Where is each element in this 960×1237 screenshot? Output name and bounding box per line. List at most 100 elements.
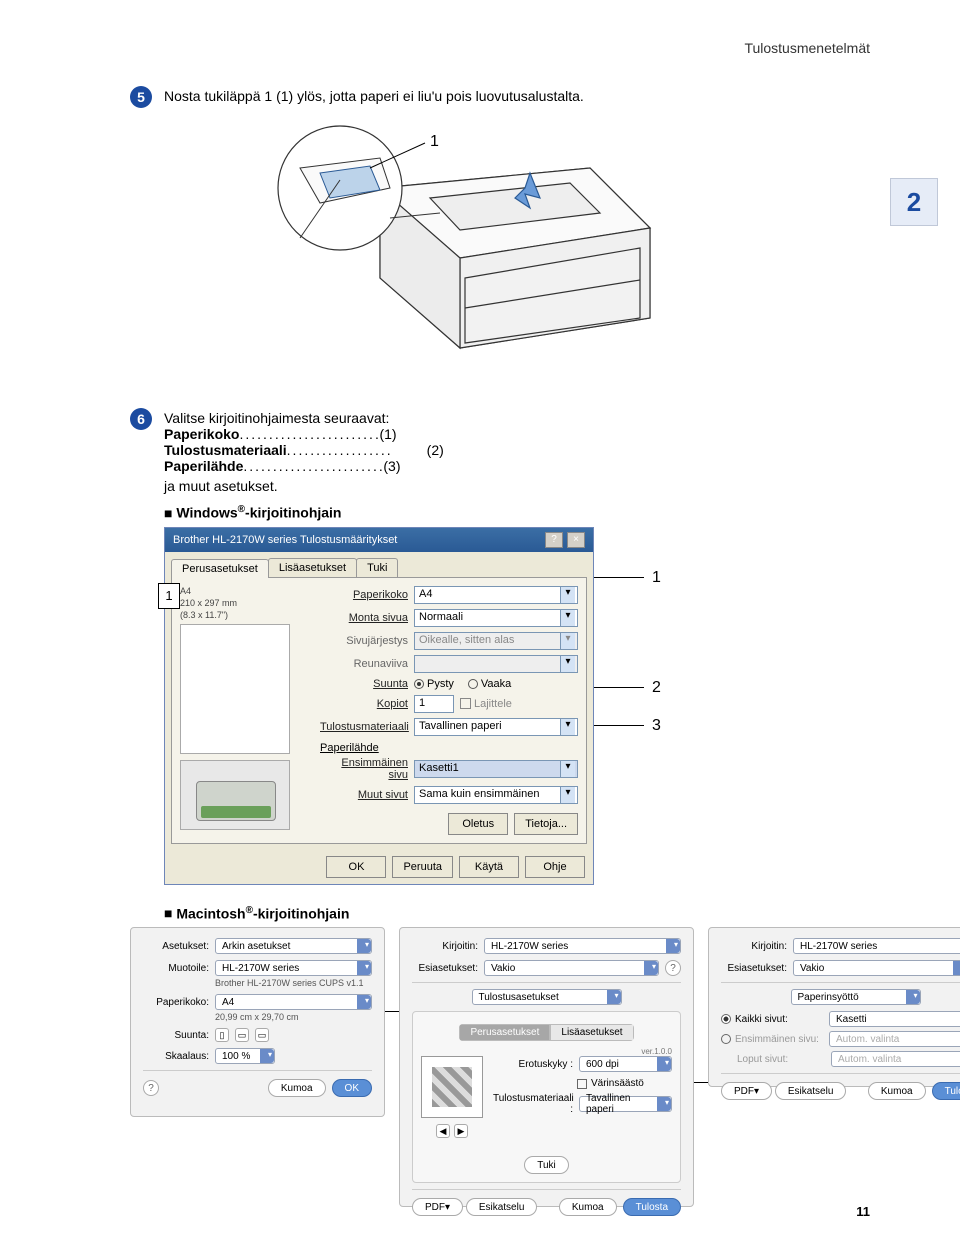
m3-combo-ens[interactable]: Autom. valinta [829,1031,960,1047]
m3-btn-pdf[interactable]: PDF [721,1082,772,1100]
m1-help-icon[interactable]: ? [143,1080,159,1096]
m1-paperdim: 20,99 cm x 29,70 cm [215,1012,372,1022]
win-tab-basic[interactable]: Perusasetukset [171,559,269,578]
combo-reuna[interactable] [414,655,578,673]
m2-btn-tuki[interactable]: Tuki [524,1156,569,1174]
step-5-text: Nosta tukiläppä 1 (1) ylös, jotta paperi… [164,86,584,104]
lbl-kopiot: Kopiot [320,698,408,710]
win-callout-box-1: 1 [158,583,180,609]
m2-chk-varin[interactable] [577,1079,587,1089]
win-tab-advanced[interactable]: Lisäasetukset [268,558,357,577]
m2-btn-tulosta[interactable]: Tulosta [623,1198,681,1216]
step-6-tail: ja muut asetukset. [164,478,444,494]
m1-combo-muotoile[interactable]: HL-2170W series [215,960,372,976]
combo-ens[interactable]: Kasetti1 [414,760,578,778]
m3-combo-loput[interactable]: Autom. valinta [831,1051,960,1067]
m2-combo-esias[interactable]: Vakio [484,960,659,976]
radio-pysty[interactable]: Pysty [414,678,454,690]
combo-muut[interactable]: Sama kuin ensimmäinen [414,786,578,804]
m2-btn-esik[interactable]: Esikatselu [466,1198,538,1216]
m3-radio-kaikki[interactable] [721,1014,731,1024]
m3-combo-esias[interactable]: Vakio [793,960,960,976]
btn-peruuta[interactable]: Peruuta [392,856,453,878]
lbl-monta: Monta sivua [320,612,408,624]
win-help-button[interactable]: ? [545,532,563,548]
m1-btn-ok[interactable]: OK [332,1079,372,1097]
m2-combo-tulmat[interactable]: Tavallinen paperi [579,1096,672,1112]
win-close-button[interactable]: × [567,532,585,548]
m3-lbl-esias: Esiasetukset: [721,963,787,974]
m3-lbl-kirjoitin: Kirjoitin: [721,941,787,952]
m2-btn-pdf[interactable]: PDF [412,1198,463,1216]
btn-ok[interactable]: OK [326,856,386,878]
m1-skaalaus[interactable]: 100 % [215,1048,275,1064]
btn-ohje[interactable]: Ohje [525,856,585,878]
m2-prev[interactable]: ◀ [436,1124,450,1138]
lbl-ens: Ensimmäinen sivu [320,757,408,781]
m3-btn-esik[interactable]: Esikatselu [775,1082,847,1100]
paper-dim1: 210 x 297 mm [180,598,310,608]
win-title-text: Brother HL-2170W series Tulostusmäärityk… [173,534,397,546]
chk-lajittele[interactable]: Lajittele [460,698,512,710]
win-tab-support[interactable]: Tuki [356,558,398,577]
m2-btn-kumoa[interactable]: Kumoa [559,1198,617,1216]
printer-svg: 1 [230,118,690,368]
m3-lbl-kaikki: Kaikki sivut: [735,1014,825,1025]
m1-lbl-suunta: Suunta: [143,1030,209,1041]
lbl-suunta: Suunta [320,678,408,690]
windows-print-dialog: Brother HL-2170W series Tulostusmäärityk… [164,527,594,885]
m2-ver: ver.1.0.0 [421,1047,672,1056]
m2-lbl-varin: Värinsäästö [591,1078,644,1089]
setting-row-2: Tulostusmateriaali .................. (2… [164,442,444,458]
m3-btn-tulosta[interactable]: Tulosta [932,1082,960,1100]
paper-dim2: (8.3 x 11.7") [180,610,310,620]
combo-monta[interactable]: Normaali [414,609,578,627]
m2-thumb [421,1056,483,1118]
lbl-reuna: Reunaviiva [320,658,408,670]
m3-radio-ens[interactable] [721,1034,731,1044]
combo-paperikoko[interactable]: A4 [414,586,578,604]
m2-tab-adv[interactable]: Lisäasetukset [550,1024,633,1041]
paper-name: A4 [180,586,310,596]
m1-combo-paperikoko[interactable]: A4 [215,994,372,1010]
page-number: 11 [856,1204,870,1219]
m1-orient-landscape[interactable]: ▭ [235,1028,249,1042]
step-6-intro: Valitse kirjoitinohjaimesta seuraavat: [164,410,444,426]
mac-print-dialog-2: Kirjoitin: HL-2170W series Esiasetukset:… [708,927,960,1087]
m2-combo-kirjoitin[interactable]: HL-2170W series [484,938,681,954]
windows-driver-heading: Windows®-kirjoitinohjain [164,504,870,521]
m1-combo-asetukset[interactable]: Arkin asetukset [215,938,372,954]
btn-tietoja[interactable]: Tietoja... [514,813,578,835]
mac-driver-heading: Macintosh®-kirjoitinohjain [164,905,870,922]
radio-vaaka[interactable]: Vaaka [468,678,511,690]
combo-sivu[interactable]: Oikealle, sitten alas [414,632,578,650]
printer-thumbnail [180,760,290,830]
win-left-panel: A4 210 x 297 mm (8.3 x 11.7") [180,586,310,835]
m2-combo-section[interactable]: Tulostusasetukset [472,989,622,1005]
m2-next[interactable]: ▶ [454,1124,468,1138]
m3-combo-kaikki[interactable]: Kasetti [829,1011,960,1027]
mac-page-setup-dialog: Asetukset: Arkin asetukset Muotoile: HL-… [130,927,385,1117]
m1-lbl-muotoile: Muotoile: [143,963,209,974]
combo-tulmat[interactable]: Tavallinen paperi [414,718,578,736]
m1-orient-portrait[interactable]: ▯ [215,1028,229,1042]
m2-combo-erott[interactable]: 600 dpi [579,1056,672,1072]
m2-tab-basic[interactable]: Perusasetukset [459,1024,550,1041]
m3-btn-kumoa[interactable]: Kumoa [868,1082,926,1100]
m2-help-icon[interactable]: ? [665,960,681,976]
m3-combo-kirjoitin[interactable]: HL-2170W series [793,938,960,954]
m1-btn-kumoa[interactable]: Kumoa [268,1079,326,1097]
m1-orient-rev[interactable]: ▭ [255,1028,269,1042]
btn-oletus[interactable]: Oletus [448,813,508,835]
m3-combo-section[interactable]: Paperinsyöttö [791,989,921,1005]
step-6-num: 6 [130,408,152,430]
m2-lbl-kirjoitin: Kirjoitin: [412,941,478,952]
lbl-tulmat: Tulostusmateriaali [320,721,408,733]
chapter-tab-2: 2 [890,178,938,226]
m1-lbl-asetukset: Asetukset: [143,941,209,952]
lbl-muut: Muut sivut [320,789,408,801]
section-header: Tulostusmenetelmät [130,40,870,56]
setting-row-1: Paperikoko .............................… [164,426,444,442]
btn-kayta[interactable]: Käytä [459,856,519,878]
spin-kopiot[interactable]: 1 [414,695,454,713]
